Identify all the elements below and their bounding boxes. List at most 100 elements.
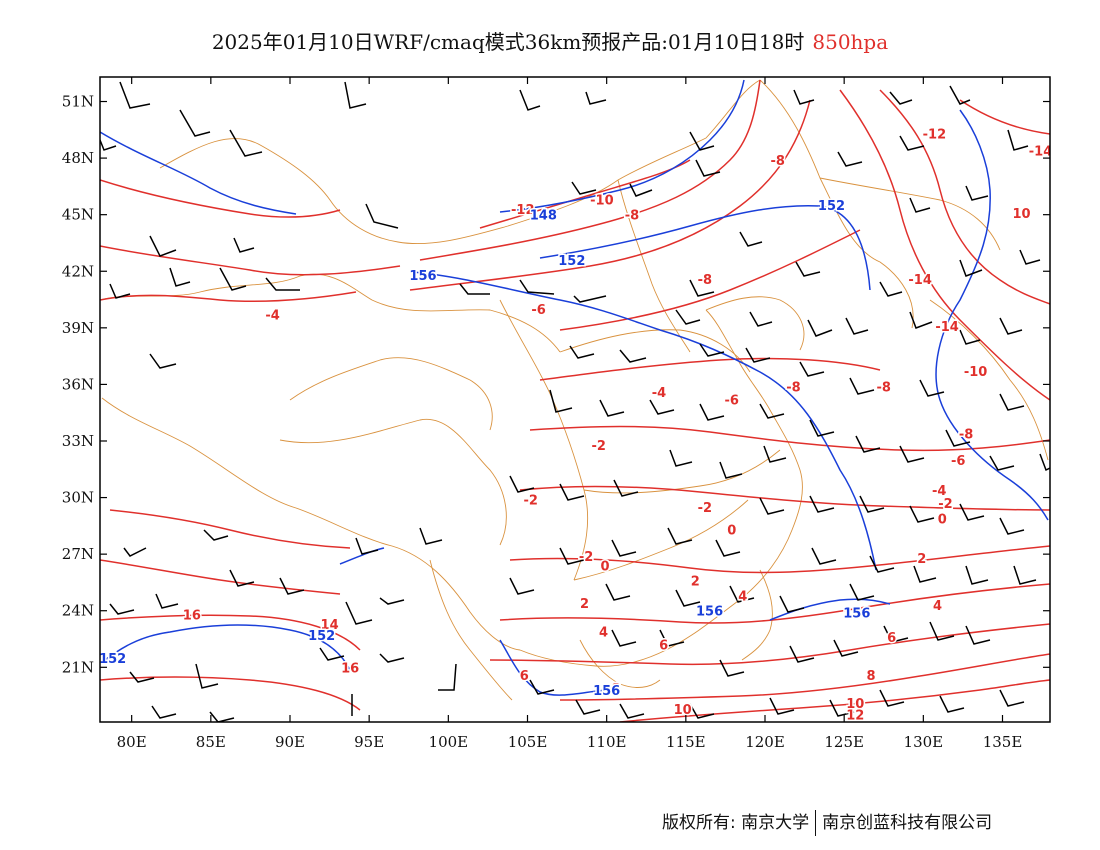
- wind-barb: [799, 361, 825, 377]
- wind-barb: [355, 537, 379, 555]
- wind-barb: [169, 267, 191, 287]
- wind-barb: [909, 311, 933, 329]
- temperature-label: -14: [908, 273, 932, 288]
- province-sichuan: [499, 299, 589, 581]
- wind-barb: [575, 699, 601, 715]
- temperature-label: 14: [321, 618, 339, 633]
- height-148: [499, 79, 745, 213]
- title-text: 2025年01月10日WRF/cmaq模式36km预报产品:01月10日18时: [211, 30, 805, 54]
- isotherm-minus6-west: [100, 245, 401, 276]
- wind-barb: [883, 625, 909, 643]
- wind-barb: [519, 279, 555, 295]
- temperature-label: 4: [599, 625, 608, 640]
- height-148-west: [100, 131, 297, 215]
- isotherm-minus6: [559, 229, 861, 331]
- isotherm-10: [619, 679, 1050, 722]
- wind-barb: [965, 565, 989, 585]
- lon-tick-label: 120E: [745, 733, 785, 751]
- temperature-label: 10: [674, 703, 692, 718]
- wind-barb: [265, 277, 300, 291]
- wind-barb: [613, 479, 639, 497]
- wind-barb: [965, 625, 991, 645]
- lat-tick-label: 21N: [62, 658, 94, 676]
- temperature-label: -4: [265, 309, 279, 324]
- wind-barb: [667, 527, 693, 545]
- wind-barb: [745, 347, 771, 363]
- wind-barb: [149, 353, 177, 369]
- wind-barb: [123, 547, 147, 557]
- wind-barb: [229, 129, 263, 157]
- height-156-south: [499, 639, 611, 696]
- isotherm-4: [499, 583, 1050, 624]
- temperature-label: -8: [786, 380, 800, 395]
- wind-barb: [659, 629, 685, 647]
- wind-barb: [1019, 249, 1041, 265]
- wind-barb: [151, 705, 177, 719]
- isotherm-minus8-west: [100, 179, 341, 218]
- wind-barb: [845, 317, 869, 335]
- temperature-label: 16: [183, 609, 201, 624]
- wind-barb: [833, 639, 859, 657]
- height-label: 152: [99, 652, 126, 667]
- lat-tick-label: 36N: [62, 375, 94, 393]
- lat-tick-label: 51N: [62, 93, 94, 111]
- wind-barb: [699, 343, 725, 357]
- wind-barb: [999, 393, 1025, 411]
- pressure-level: 850hpa: [812, 30, 889, 54]
- temperature-label: 16: [341, 661, 359, 676]
- lon-tick-label: 90E: [275, 733, 305, 751]
- height-label: 152: [558, 254, 585, 269]
- coast-korea: [819, 177, 1001, 251]
- border-southeast-coast: [519, 309, 803, 667]
- lat-tick-label: 42N: [62, 262, 94, 280]
- height-label: 156: [409, 269, 436, 284]
- wind-barb: [999, 517, 1025, 535]
- isotherm-6: [489, 623, 1050, 666]
- temperature-label: -2: [592, 439, 606, 454]
- credit-separator: [815, 810, 817, 836]
- boundary-lines: [100, 79, 1049, 701]
- wind-barb: [569, 345, 595, 359]
- wind-barb: [719, 659, 745, 677]
- wind-barb: [605, 583, 631, 601]
- wind-barb: [619, 349, 647, 363]
- temperature-labels: -12-10-8-8-12-1410-14-14-10-8-6-4-202468…: [181, 126, 1050, 722]
- isotherm-8: [559, 653, 1050, 701]
- wind-barb: [509, 475, 535, 493]
- wind-barb: [1039, 453, 1050, 472]
- isotherm-2: [509, 545, 1050, 574]
- lon-tick-label: 125E: [824, 733, 864, 751]
- wind-barb: [559, 483, 585, 501]
- temperature-label: -8: [959, 427, 973, 442]
- wind-barb: [695, 159, 721, 177]
- temperature-label: 6: [659, 639, 668, 654]
- border-southwest: [101, 397, 521, 651]
- height-label: 152: [308, 629, 335, 644]
- wind-barb: [945, 429, 971, 447]
- wind-barb: [811, 547, 837, 565]
- temperature-label: -6: [531, 303, 545, 318]
- lon-tick-label: 115E: [666, 733, 706, 751]
- isotherm-minus10: [419, 79, 761, 261]
- lon-tick-label: 135E: [983, 733, 1023, 751]
- credit-right: 南京创蓝科技有限公司: [822, 813, 993, 833]
- temperature-label: -2: [579, 550, 593, 565]
- wind-barb: [559, 547, 585, 565]
- wind-barb: [319, 647, 345, 661]
- temperature-label: -8: [698, 273, 712, 288]
- border-northeast: [759, 79, 914, 329]
- wind-barb: [807, 319, 833, 337]
- temperature-label: 4: [738, 590, 747, 605]
- isotherm-east-cold: [839, 89, 1050, 401]
- copyright-credit: 版权所有: 南京大学 南京创蓝科技有限公司: [662, 808, 992, 836]
- wind-barb: [829, 699, 855, 717]
- wind-barb: [611, 539, 637, 557]
- map-title: 2025年01月10日WRF/cmaq模式36km预报产品:01月10日18时 8…: [0, 26, 1100, 55]
- isotherm-minus4-east: [539, 357, 881, 381]
- wind-barb: [529, 679, 555, 695]
- temperature-label: -4: [652, 386, 666, 401]
- isotherm-sw-2: [100, 614, 361, 651]
- lon-tick-label: 130E: [904, 733, 944, 751]
- lon-tick-label: 110E: [587, 733, 627, 751]
- wind-barb: [365, 203, 399, 229]
